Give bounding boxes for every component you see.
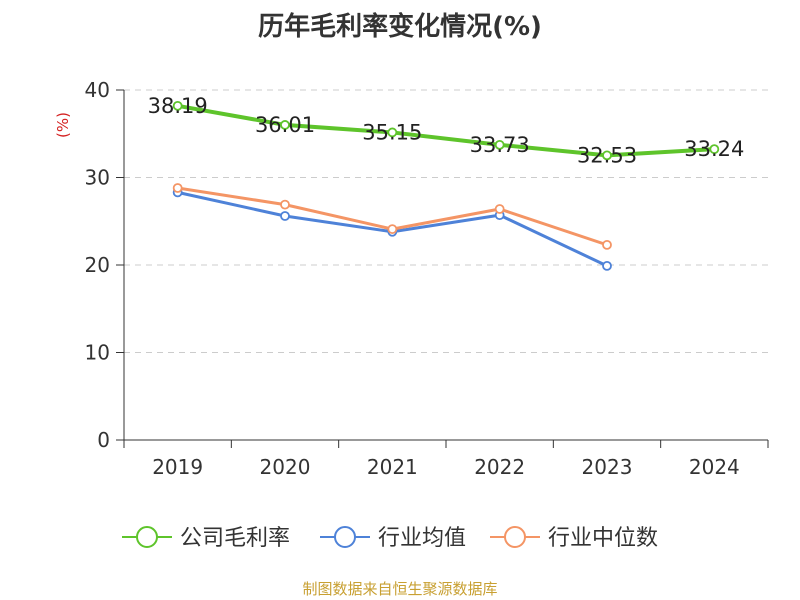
legend-marker — [136, 526, 158, 548]
x-tick-label: 2023 — [582, 455, 633, 479]
chart-title: 历年毛利率变化情况(%) — [258, 12, 542, 42]
data-point — [602, 239, 612, 250]
legend-item[interactable]: 公司毛利率 — [122, 526, 290, 551]
x-tick-label: 2024 — [689, 455, 740, 479]
data-point — [387, 224, 398, 235]
x-tick-label: 2020 — [260, 455, 311, 479]
data-point — [280, 199, 290, 210]
line-chart: 0 10 20 30 40 2019 2020 2021 2022 2023 2024 (%) 38.… — [54, 78, 769, 551]
x-tick-label: 2022 — [474, 455, 525, 479]
data-point — [387, 127, 398, 138]
data-point — [709, 144, 720, 155]
y-tick-label: 20 — [85, 253, 110, 277]
legend-marker — [334, 526, 356, 548]
data-point — [602, 150, 612, 161]
y-tick-label: 30 — [85, 166, 110, 190]
y-tick-label: 40 — [85, 78, 110, 102]
legend-item[interactable]: 行业均值 — [320, 526, 466, 551]
legend-label: 行业中位数 — [548, 526, 658, 551]
data-point — [494, 204, 505, 214]
legend-label: 公司毛利率 — [180, 526, 290, 551]
series — [172, 100, 720, 271]
legend-item[interactable]: 行业中位数 — [490, 526, 658, 551]
data-label: 36.01 — [255, 113, 315, 137]
data-label: 35.15 — [362, 120, 422, 144]
source-footer: 制图数据来自恒生聚源数据库 — [302, 580, 498, 598]
y-axis-label: (%) — [54, 112, 72, 138]
y-tick-label: 10 — [85, 341, 110, 365]
y-tick-label: 0 — [97, 428, 110, 452]
data-labels: 38.19 36.01 35.15 33.73 32.53 33.24 — [148, 94, 745, 168]
data-point — [602, 260, 612, 271]
data-label: 33.24 — [684, 137, 744, 161]
data-point — [280, 120, 290, 130]
data-label: 32.53 — [577, 143, 637, 167]
data-point — [172, 100, 183, 111]
data-point — [172, 183, 183, 193]
grid-lines — [124, 89, 768, 353]
legend-marker — [504, 526, 526, 548]
data-label: 38.19 — [148, 94, 208, 118]
data-point — [494, 139, 505, 150]
axes: 0 10 20 30 40 2019 2020 2021 2022 2023 2024 (%) — [54, 78, 769, 479]
series-line — [177, 103, 715, 158]
legend[interactable]: 公司毛利率 行业均值 行业中位数 — [122, 526, 658, 551]
x-tick-label: 2019 — [152, 455, 203, 479]
x-tick-label: 2021 — [367, 455, 418, 479]
data-label: 33.73 — [470, 133, 530, 157]
data-point — [280, 211, 290, 221]
legend-label: 行业均值 — [378, 526, 466, 551]
